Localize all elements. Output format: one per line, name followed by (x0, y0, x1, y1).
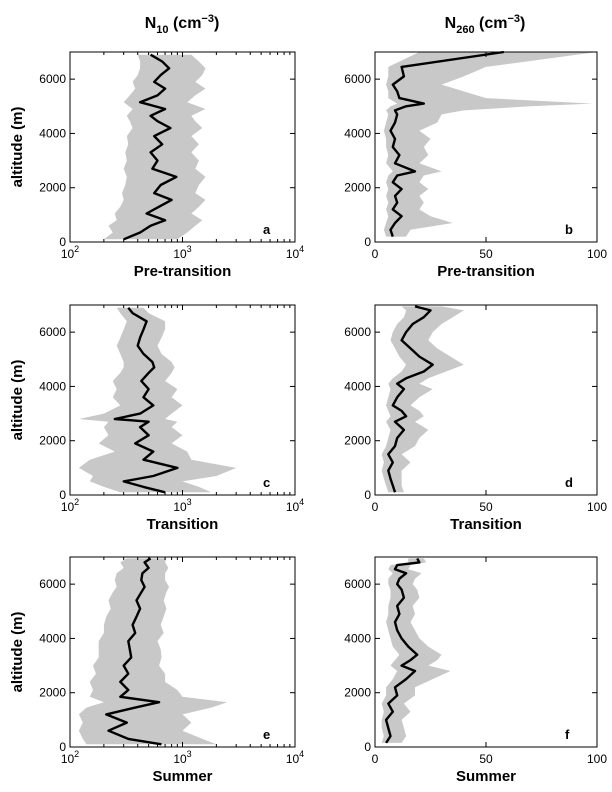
panel-e: 0 2000 4000 6000 102 103 104 e Summer altitude (m… (9, 556, 304, 785)
x-tick-label: 0 (372, 247, 379, 261)
y-tick-label: 4000 (344, 379, 371, 393)
x-tick-label: 103 (173, 244, 191, 261)
x-axis-title: Pre-transition (134, 263, 232, 280)
y-tick-label: 4000 (344, 631, 371, 645)
x-tick-label: 50 (479, 500, 493, 514)
panel-letter: f (565, 727, 570, 742)
x-tick-label: 100 (587, 752, 607, 766)
panel-letter: a (263, 222, 271, 237)
x-tick-label: 102 (61, 244, 79, 261)
x-tick-label: 50 (479, 752, 493, 766)
y-axis-title: altitude (m) (9, 612, 26, 693)
y-tick-label: 2000 (344, 181, 371, 195)
x-axis-title: Transition (147, 516, 219, 533)
y-tick-label: 4000 (39, 126, 66, 140)
x-tick-label: 104 (286, 497, 304, 514)
x-axis-title: Summer (456, 768, 516, 785)
range-band (381, 558, 451, 743)
median-profile-line (123, 53, 178, 241)
x-tick-label: 100 (587, 500, 607, 514)
y-tick-label: 0 (364, 488, 371, 502)
y-tick-label: 6000 (344, 577, 371, 591)
x-tick-label: 104 (286, 244, 304, 261)
x-tick-label: 100 (587, 247, 607, 261)
y-tick-label: 6000 (39, 577, 66, 591)
x-tick-label: 104 (286, 749, 304, 766)
median-profile-line (387, 305, 434, 493)
y-tick-label: 4000 (39, 379, 66, 393)
x-tick-label: 50 (479, 247, 493, 261)
y-tick-label: 0 (59, 740, 66, 754)
y-tick-label: 2000 (39, 686, 66, 700)
y-tick-label: 6000 (344, 72, 371, 86)
median-profile-line (389, 50, 504, 237)
panel-b: 0 2000 4000 6000 0 50 100 b Pre-transition (344, 50, 607, 280)
y-tick-label: 6000 (344, 325, 371, 339)
panel-letter: c (263, 475, 270, 490)
header-n10: N10 (cm−3) (145, 13, 220, 36)
y-tick-label: 4000 (344, 126, 371, 140)
range-band (78, 558, 228, 745)
panel-letter: b (565, 222, 573, 237)
y-tick-label: 6000 (39, 72, 66, 86)
y-tick-label: 2000 (344, 434, 371, 448)
y-tick-label: 2000 (344, 686, 371, 700)
x-axis-title: Pre-transition (437, 263, 535, 280)
median-profile-line (384, 557, 421, 744)
y-tick-label: 0 (59, 235, 66, 249)
x-tick-label: 103 (173, 497, 191, 514)
x-tick-label: 0 (372, 500, 379, 514)
median-profile-line (113, 306, 179, 494)
panel-letter: e (263, 727, 270, 742)
y-tick-label: 2000 (39, 434, 66, 448)
y-tick-label: 0 (364, 740, 371, 754)
range-band (381, 306, 464, 493)
median-profile-line (105, 557, 162, 746)
y-tick-label: 6000 (39, 325, 66, 339)
panel-a: 0 2000 4000 6000 102 103 104 a Pre-transition alt… (9, 51, 304, 280)
x-tick-label: 102 (61, 497, 79, 514)
range-band (103, 54, 206, 240)
header-n260: N260 (cm−3) (445, 13, 526, 36)
panel-c: 0 2000 4000 6000 102 103 104 c Transition altitud… (9, 304, 304, 533)
range-band (78, 307, 237, 493)
panel-d: 0 2000 4000 6000 0 50 100 d Transition (344, 304, 607, 533)
panel-f: 0 2000 4000 6000 0 50 100 f Summer (344, 556, 607, 785)
x-tick-label: 103 (173, 749, 191, 766)
x-tick-label: 102 (61, 749, 79, 766)
y-tick-label: 0 (364, 235, 371, 249)
x-tick-label: 0 (372, 752, 379, 766)
panel-letter: d (565, 475, 573, 490)
y-axis-title: altitude (m) (9, 107, 26, 188)
x-axis-title: Transition (450, 516, 522, 533)
x-axis-title: Summer (152, 768, 212, 785)
range-band (383, 52, 597, 237)
y-tick-label: 2000 (39, 181, 66, 195)
y-tick-label: 4000 (39, 631, 66, 645)
y-tick-label: 0 (59, 488, 66, 502)
y-axis-title: altitude (m) (9, 360, 26, 441)
